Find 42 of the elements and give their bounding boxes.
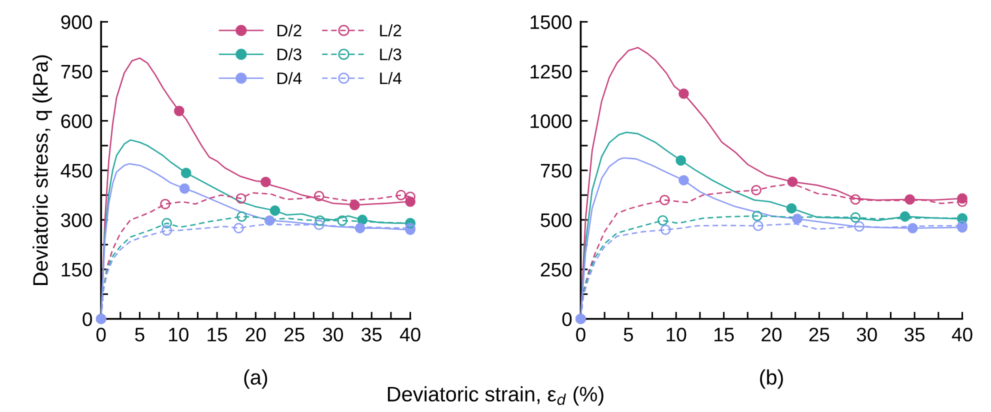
x-tick-label: 40 — [400, 328, 420, 342]
x-tick-label: 20 — [246, 328, 266, 342]
x-tick-label: 0 — [576, 328, 586, 342]
legend-label: D/3 — [278, 48, 302, 60]
x-tick-label: 0 — [96, 328, 106, 342]
legend-label: D/2 — [278, 24, 302, 36]
legend-label: L/4 — [380, 72, 402, 84]
y-axis-title: Deviatoric stress, q (kPa) — [32, 55, 52, 285]
x-axis-title: Deviatoric strain, ε$_{d}$ (%) — [388, 386, 604, 406]
x-tick-label: 20 — [762, 328, 782, 342]
y-tick-label: 500 — [540, 213, 572, 228]
y-tick-label: 1250 — [530, 64, 572, 79]
y-tick-label: 1000 — [530, 114, 572, 128]
y-tick-label: 750 — [540, 164, 572, 178]
y-tick-label: 300 — [61, 213, 92, 228]
legend-label: L/2 — [380, 24, 402, 36]
text: (b) — [760, 369, 783, 389]
y-tick-label: 150 — [62, 262, 92, 277]
x-tick-label: 40 — [952, 328, 972, 342]
y-tick-label: 600 — [61, 114, 92, 128]
y-tick-label: 450 — [60, 164, 92, 178]
y-tick-label: 250 — [540, 262, 572, 277]
x-tick-label: 25 — [809, 328, 830, 342]
y-tick-label: 900 — [61, 15, 92, 30]
legend-label: L/3 — [380, 48, 402, 60]
y-tick-label: 0 — [82, 312, 92, 326]
x-tick-label: 30 — [322, 328, 344, 342]
text: (a) — [244, 369, 268, 389]
x-tick-label: 5 — [624, 328, 634, 342]
x-tick-label: 35 — [362, 328, 382, 342]
x-tick-label: 35 — [904, 328, 925, 342]
y-tick-label: 750 — [61, 64, 92, 79]
x-tick-label: 5 — [135, 328, 144, 342]
x-tick-label: 25 — [284, 328, 304, 342]
x-tick-label: 10 — [169, 328, 188, 342]
y-tick-label: 1500 — [530, 15, 572, 30]
x-tick-label: 30 — [856, 328, 877, 342]
y-tick-label: 0 — [562, 312, 572, 326]
x-tick-label: 10 — [666, 328, 686, 342]
legend-label: D/4 — [278, 72, 302, 84]
x-tick-label: 15 — [208, 328, 228, 342]
x-tick-label: 15 — [714, 328, 734, 342]
